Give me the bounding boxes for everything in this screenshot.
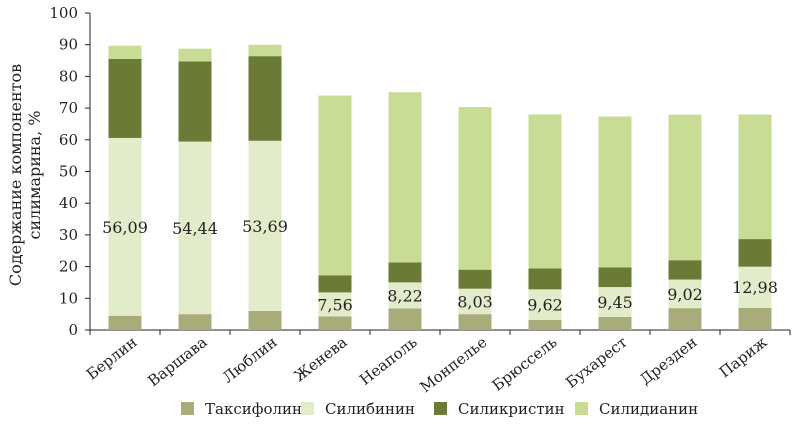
x-category-label: Монпелье (416, 333, 490, 396)
data-label: 8,22 (387, 286, 423, 305)
bar-segment (458, 314, 492, 330)
y-axis-title-line-1: Содержание компонентов (6, 64, 25, 286)
bar-segment (738, 307, 772, 330)
bar-segment (668, 308, 702, 330)
bar-segment (668, 279, 702, 309)
x-category-label: Варшава (144, 333, 210, 390)
bar-segment (598, 116, 632, 268)
x-category-label: Брюссель (489, 333, 561, 395)
data-label: 9,45 (597, 293, 633, 312)
bar-segment (248, 56, 282, 141)
bar-segment (108, 315, 142, 330)
x-category-label: Бухарест (562, 333, 630, 392)
x-axis-labels: Берлин Варшава Люблин Женева НеапольМонпелье… (83, 333, 771, 396)
data-label: 7,56 (317, 295, 353, 314)
data-label: 9,02 (667, 285, 703, 304)
bar-segment (528, 114, 562, 269)
y-tick-label: 80 (59, 67, 78, 85)
bar-segment (528, 268, 562, 290)
bar-segment (178, 314, 212, 330)
bar-segment (318, 95, 352, 276)
bar-segment (528, 289, 562, 320)
bar-segment (738, 114, 772, 240)
legend: Таксифолин Силибинин Силикристин Силидианин (181, 400, 698, 418)
bar-segment (458, 107, 492, 270)
bar-segment (248, 44, 282, 57)
y-tick-label: 30 (59, 226, 78, 244)
bar-segment (318, 275, 352, 293)
bar-segment (108, 58, 142, 138)
bars (108, 44, 772, 330)
y-axis-title: Содержание компонентов силимарина, % (6, 64, 44, 286)
y-tick-label: 0 (68, 321, 78, 339)
bar-segment (248, 140, 282, 311)
bar-segment (178, 48, 212, 62)
bar-segment (598, 267, 632, 288)
legend-swatch (575, 402, 588, 415)
y-tick-label: 10 (59, 289, 78, 307)
y-tick-label: 50 (59, 163, 78, 181)
bar-segment (738, 239, 772, 267)
bar-segment (178, 141, 212, 315)
legend-swatch (181, 402, 194, 415)
x-category-label: Неаполь (356, 333, 420, 389)
y-tick-label: 20 (59, 258, 78, 276)
data-label: 53,69 (242, 217, 288, 236)
y-tick-label: 90 (59, 36, 78, 54)
data-label: 54,44 (172, 219, 218, 238)
bar-segment (528, 319, 562, 330)
legend-label: Силидианин (599, 400, 698, 418)
data-label: 8,03 (457, 292, 493, 311)
bar-segment (598, 317, 632, 330)
data-label: 12,98 (732, 278, 778, 297)
bar-segment (668, 114, 702, 261)
legend-label: Силибинин (325, 400, 415, 418)
legend-label: Таксифолин (205, 400, 302, 418)
bar-segment (318, 316, 352, 330)
bar-segment (248, 310, 282, 330)
x-category-label: Женева (291, 333, 351, 385)
bar-segment (598, 287, 632, 318)
y-tick-label: 40 (59, 194, 78, 212)
bar-segment (458, 288, 492, 315)
bar-segment (388, 308, 422, 330)
x-category-label: Люблин (219, 333, 281, 387)
legend-label: Силикристин (458, 400, 565, 418)
bar-segment (318, 292, 352, 317)
data-label: 56,09 (102, 218, 148, 237)
bar-segment (388, 92, 422, 263)
x-category-label: Париж (716, 333, 771, 381)
bar-segment (738, 266, 772, 308)
bar-segment (108, 45, 142, 59)
bar-segment (108, 137, 142, 316)
data-label: 9,62 (527, 296, 563, 315)
bar-segment (388, 282, 422, 309)
x-category-label: Берлин (83, 333, 141, 384)
legend-swatch (434, 402, 447, 415)
x-category-label: Дрезден (637, 333, 701, 388)
bar-segment (668, 260, 702, 280)
y-tick-label: 70 (59, 99, 78, 117)
legend-swatch (301, 402, 314, 415)
y-tick-label: 100 (49, 4, 78, 22)
data-labels: 56,09 54,44 53,69 7,56 8,22 8,03 9,62 9,45 9,02 1… (102, 217, 778, 315)
bar-segment (178, 61, 212, 142)
bar-segment (458, 269, 492, 289)
y-axis-title-line-2: силимарина, % (25, 111, 44, 240)
y-axis-ticks: 0 10 20 30 40 50 60 70 80 90 100 (49, 4, 90, 339)
bar-segment (388, 262, 422, 283)
y-tick-label: 60 (59, 131, 78, 149)
